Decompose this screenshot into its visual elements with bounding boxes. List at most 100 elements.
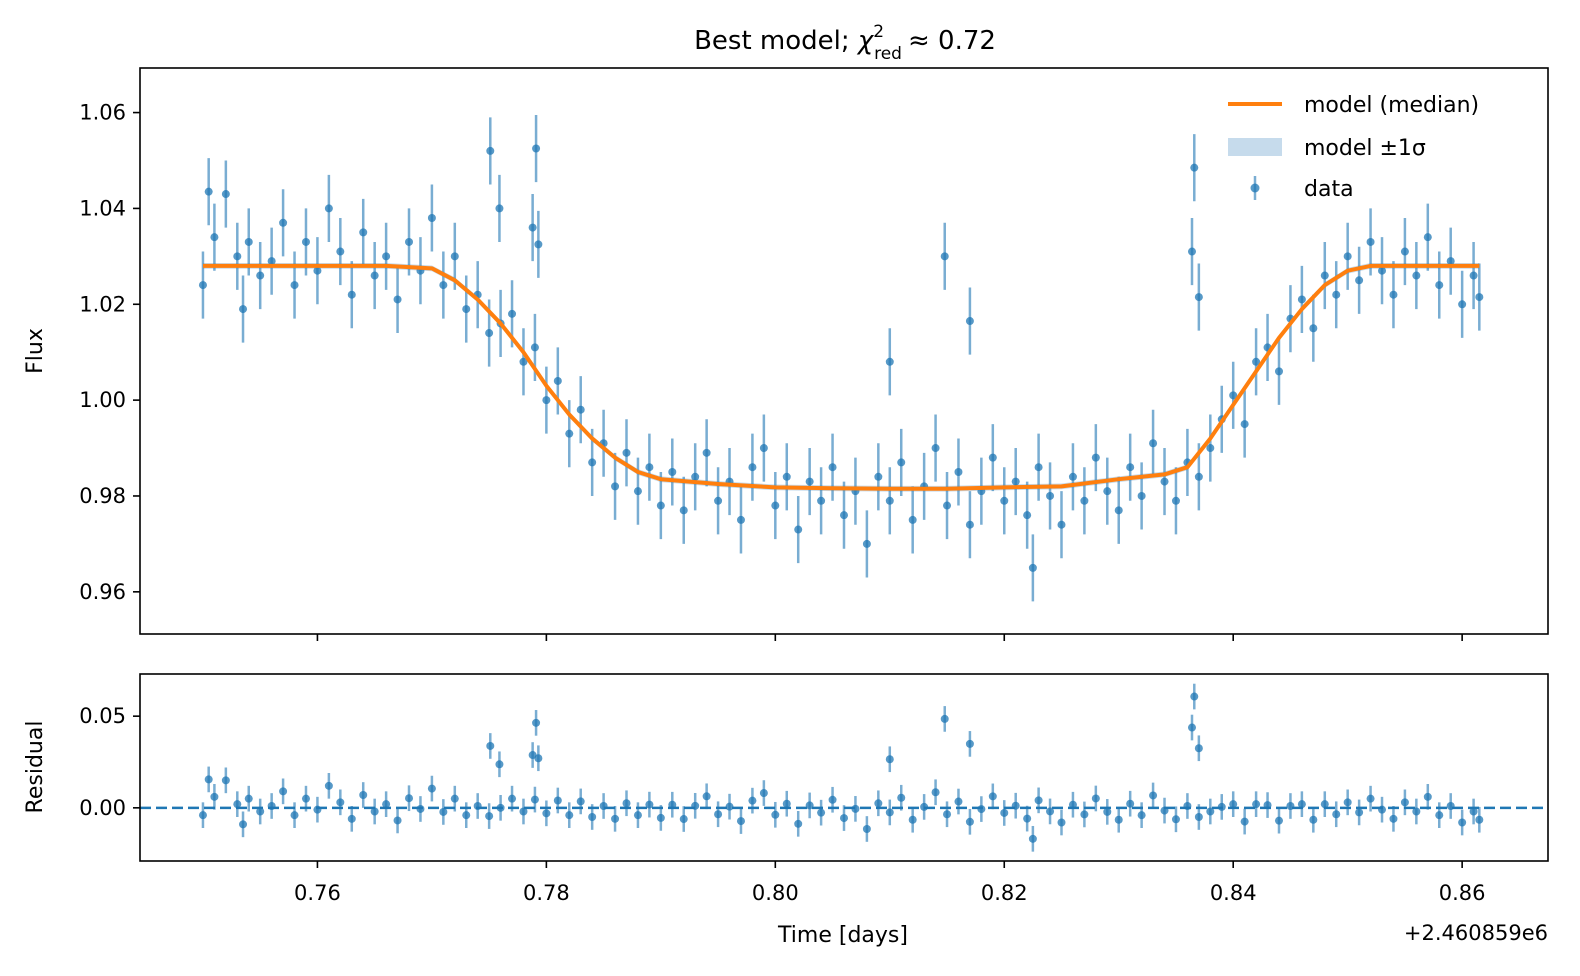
residual-point <box>532 718 541 727</box>
residual-point <box>1149 791 1158 800</box>
residual-point <box>1046 807 1055 816</box>
data-point <box>771 501 780 510</box>
residual-point <box>279 787 288 796</box>
data-point <box>1423 233 1432 242</box>
data-point <box>279 218 288 227</box>
legend-data-marker <box>1250 183 1260 193</box>
residual-point <box>1475 815 1484 824</box>
data-point <box>1187 247 1196 256</box>
residual-point <box>450 794 459 803</box>
data-point <box>759 444 768 453</box>
data-point <box>324 204 333 213</box>
residual-point <box>347 814 356 823</box>
residual-point <box>1412 807 1421 816</box>
data-point <box>1194 293 1203 302</box>
residual-point <box>588 813 597 821</box>
data-point <box>1046 491 1055 500</box>
data-point <box>1378 266 1387 275</box>
legend-label-data: data <box>1304 177 1354 202</box>
data-point <box>1332 290 1341 299</box>
residual-point <box>221 776 230 785</box>
residual-point <box>210 792 219 801</box>
residual-point <box>988 792 997 801</box>
data-point <box>393 295 402 304</box>
data-point <box>336 247 345 256</box>
data-point <box>805 477 814 486</box>
residual-point <box>805 801 814 810</box>
data-point <box>221 190 230 199</box>
data-point <box>1091 453 1100 462</box>
residual-point <box>553 796 562 805</box>
x-axis-offset-label: +2.460859e6 <box>1404 921 1548 945</box>
residual-point <box>393 816 402 825</box>
data-point <box>382 252 391 261</box>
data-point <box>668 468 677 477</box>
data-point <box>874 472 883 481</box>
residual-point <box>198 811 207 820</box>
residual-point <box>1366 794 1375 803</box>
residual-point <box>290 811 299 820</box>
data-point <box>1034 463 1043 472</box>
data-point <box>1011 477 1020 486</box>
data-point <box>267 257 276 266</box>
data-point <box>965 317 974 326</box>
data-point <box>736 515 745 524</box>
residual-point <box>885 808 894 817</box>
data-point <box>1028 563 1037 572</box>
data-point <box>508 309 517 318</box>
residual-point <box>1355 808 1364 817</box>
y-tick-label: 1.04 <box>79 196 126 220</box>
data-point <box>256 271 265 280</box>
residual-point <box>794 819 803 828</box>
data-point <box>519 357 528 366</box>
residual-point <box>611 814 620 823</box>
residual-point <box>862 824 871 833</box>
data-point <box>885 496 894 505</box>
data-point <box>528 223 537 232</box>
data-point <box>565 429 574 438</box>
data-point <box>1240 420 1249 429</box>
residual-point <box>1458 818 1467 827</box>
data-point <box>828 463 837 472</box>
data-point <box>1080 496 1089 505</box>
residual-point <box>1187 723 1196 732</box>
data-point <box>588 458 597 467</box>
data-point <box>817 496 826 505</box>
residual-point <box>1274 816 1283 825</box>
data-point <box>862 539 871 548</box>
data-point <box>1475 293 1484 302</box>
residual-point <box>840 814 848 823</box>
residual-point <box>1229 800 1238 809</box>
data-point <box>794 525 803 534</box>
residual-point <box>1091 794 1100 803</box>
data-point <box>1023 511 1032 520</box>
data-point <box>244 237 253 246</box>
residual-point <box>725 802 734 811</box>
data-point <box>1343 252 1352 261</box>
residual-point <box>931 788 940 797</box>
residual-point <box>1309 815 1318 824</box>
data-point <box>965 520 974 529</box>
residual-point <box>1469 807 1478 816</box>
data-point <box>885 357 894 366</box>
data-point <box>1103 487 1112 496</box>
data-point <box>485 329 494 338</box>
data-point <box>1229 391 1238 400</box>
data-point <box>290 281 299 290</box>
residual-point <box>244 794 253 803</box>
data-point <box>633 487 642 496</box>
residual-point <box>1206 807 1215 816</box>
data-point <box>210 233 219 242</box>
data-point <box>1320 271 1329 280</box>
data-point <box>1309 324 1318 333</box>
residual-point <box>1297 800 1306 809</box>
residual-point <box>565 811 574 820</box>
residual-point <box>622 799 631 808</box>
residual-point <box>679 815 688 824</box>
data-point <box>405 237 414 246</box>
residual-point <box>759 789 768 798</box>
data-point <box>1400 247 1409 256</box>
residual-point <box>370 807 379 816</box>
data-point <box>1412 271 1421 280</box>
data-point <box>530 343 539 352</box>
